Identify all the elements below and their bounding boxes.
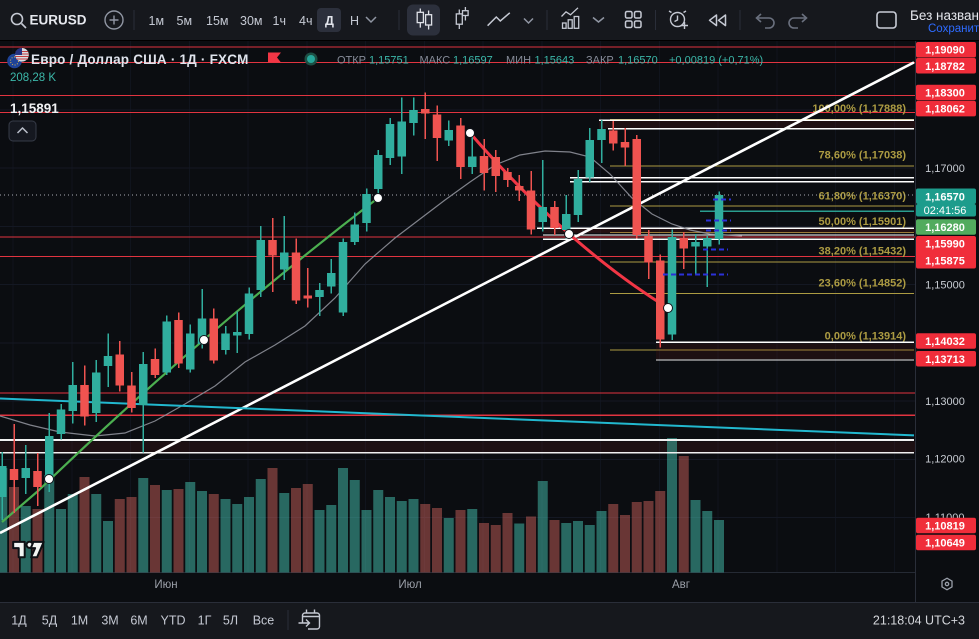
svg-text:1,12000: 1,12000: [925, 454, 965, 466]
svg-text:1,16570: 1,16570: [925, 192, 965, 204]
svg-text:YTD: YTD: [161, 614, 186, 628]
svg-text:МИН: МИН: [506, 55, 531, 67]
svg-text:Без назван: Без назван: [910, 8, 979, 23]
svg-text:1,10819: 1,10819: [925, 520, 965, 532]
svg-text:5Д: 5Д: [42, 614, 58, 628]
svg-text:02:41:56: 02:41:56: [924, 205, 967, 217]
svg-text:208,28 K: 208,28 K: [10, 72, 56, 84]
svg-text:78,60% (1,17038): 78,60% (1,17038): [819, 150, 907, 162]
svg-text:38,20% (1,15432): 38,20% (1,15432): [819, 246, 907, 258]
svg-text:15м: 15м: [206, 14, 229, 28]
svg-text:61,80% (1,16370): 61,80% (1,16370): [819, 191, 907, 203]
svg-text:0,00% (1,13914): 0,00% (1,13914): [825, 331, 907, 343]
svg-text:1,15875: 1,15875: [925, 256, 965, 268]
svg-text:6М: 6М: [130, 614, 147, 628]
svg-text:Июн: Июн: [154, 579, 177, 591]
svg-text:+0,00819 (+0,71%): +0,00819 (+0,71%): [669, 55, 763, 67]
svg-text:30м: 30м: [240, 14, 263, 28]
svg-text:Евро / Доллар США · 1Д · FXCM: Евро / Доллар США · 1Д · FXCM: [31, 52, 249, 67]
svg-text:1М: 1М: [71, 614, 88, 628]
svg-text:Н: Н: [350, 14, 359, 28]
svg-text:3М: 3М: [101, 614, 118, 628]
svg-text:1Г: 1Г: [198, 614, 212, 628]
svg-text:21:18:04 UTC+3: 21:18:04 UTC+3: [873, 614, 965, 628]
svg-text:1,16597: 1,16597: [453, 55, 493, 67]
svg-text:1м: 1м: [149, 14, 165, 28]
svg-text:ЗАКР: ЗАКР: [586, 55, 614, 67]
svg-text:1,10649: 1,10649: [925, 537, 965, 549]
svg-text:1,17000: 1,17000: [925, 163, 965, 175]
svg-text:5Л: 5Л: [223, 614, 238, 628]
svg-text:Авг: Авг: [672, 579, 690, 591]
svg-text:1,15990: 1,15990: [925, 239, 965, 251]
svg-text:1,16570: 1,16570: [618, 55, 658, 67]
svg-text:1,13713: 1,13713: [925, 354, 965, 366]
svg-text:EURUSD: EURUSD: [30, 13, 87, 28]
svg-text:1,13000: 1,13000: [925, 396, 965, 408]
svg-text:Д: Д: [325, 14, 334, 28]
svg-text:50,00% (1,15901): 50,00% (1,15901): [819, 216, 907, 228]
svg-text:1,15000: 1,15000: [925, 280, 965, 292]
svg-text:ОТКР: ОТКР: [337, 55, 366, 67]
svg-text:Июл: Июл: [398, 579, 421, 591]
svg-text:МАКС: МАКС: [420, 55, 451, 67]
svg-text:4ч: 4ч: [299, 14, 312, 28]
svg-text:1Д: 1Д: [11, 614, 27, 628]
svg-text:Все: Все: [253, 614, 275, 628]
svg-text:1,16280: 1,16280: [925, 222, 965, 234]
svg-text:1,15643: 1,15643: [535, 55, 575, 67]
svg-text:23,60% (1,14852): 23,60% (1,14852): [819, 278, 907, 290]
svg-text:1,18782: 1,18782: [925, 61, 965, 73]
svg-text:1,18300: 1,18300: [925, 87, 965, 99]
svg-text:1,15751: 1,15751: [369, 55, 409, 67]
svg-text:1,19090: 1,19090: [925, 45, 965, 57]
svg-text:100,00% (1,17888): 100,00% (1,17888): [812, 103, 906, 115]
svg-text:Сохранить: Сохранить: [928, 23, 979, 35]
svg-text:5м: 5м: [177, 14, 193, 28]
svg-text:1,15891: 1,15891: [10, 101, 59, 116]
svg-text:1,14032: 1,14032: [925, 336, 965, 348]
svg-text:1ч: 1ч: [273, 14, 286, 28]
svg-text:1,18062: 1,18062: [925, 104, 965, 116]
